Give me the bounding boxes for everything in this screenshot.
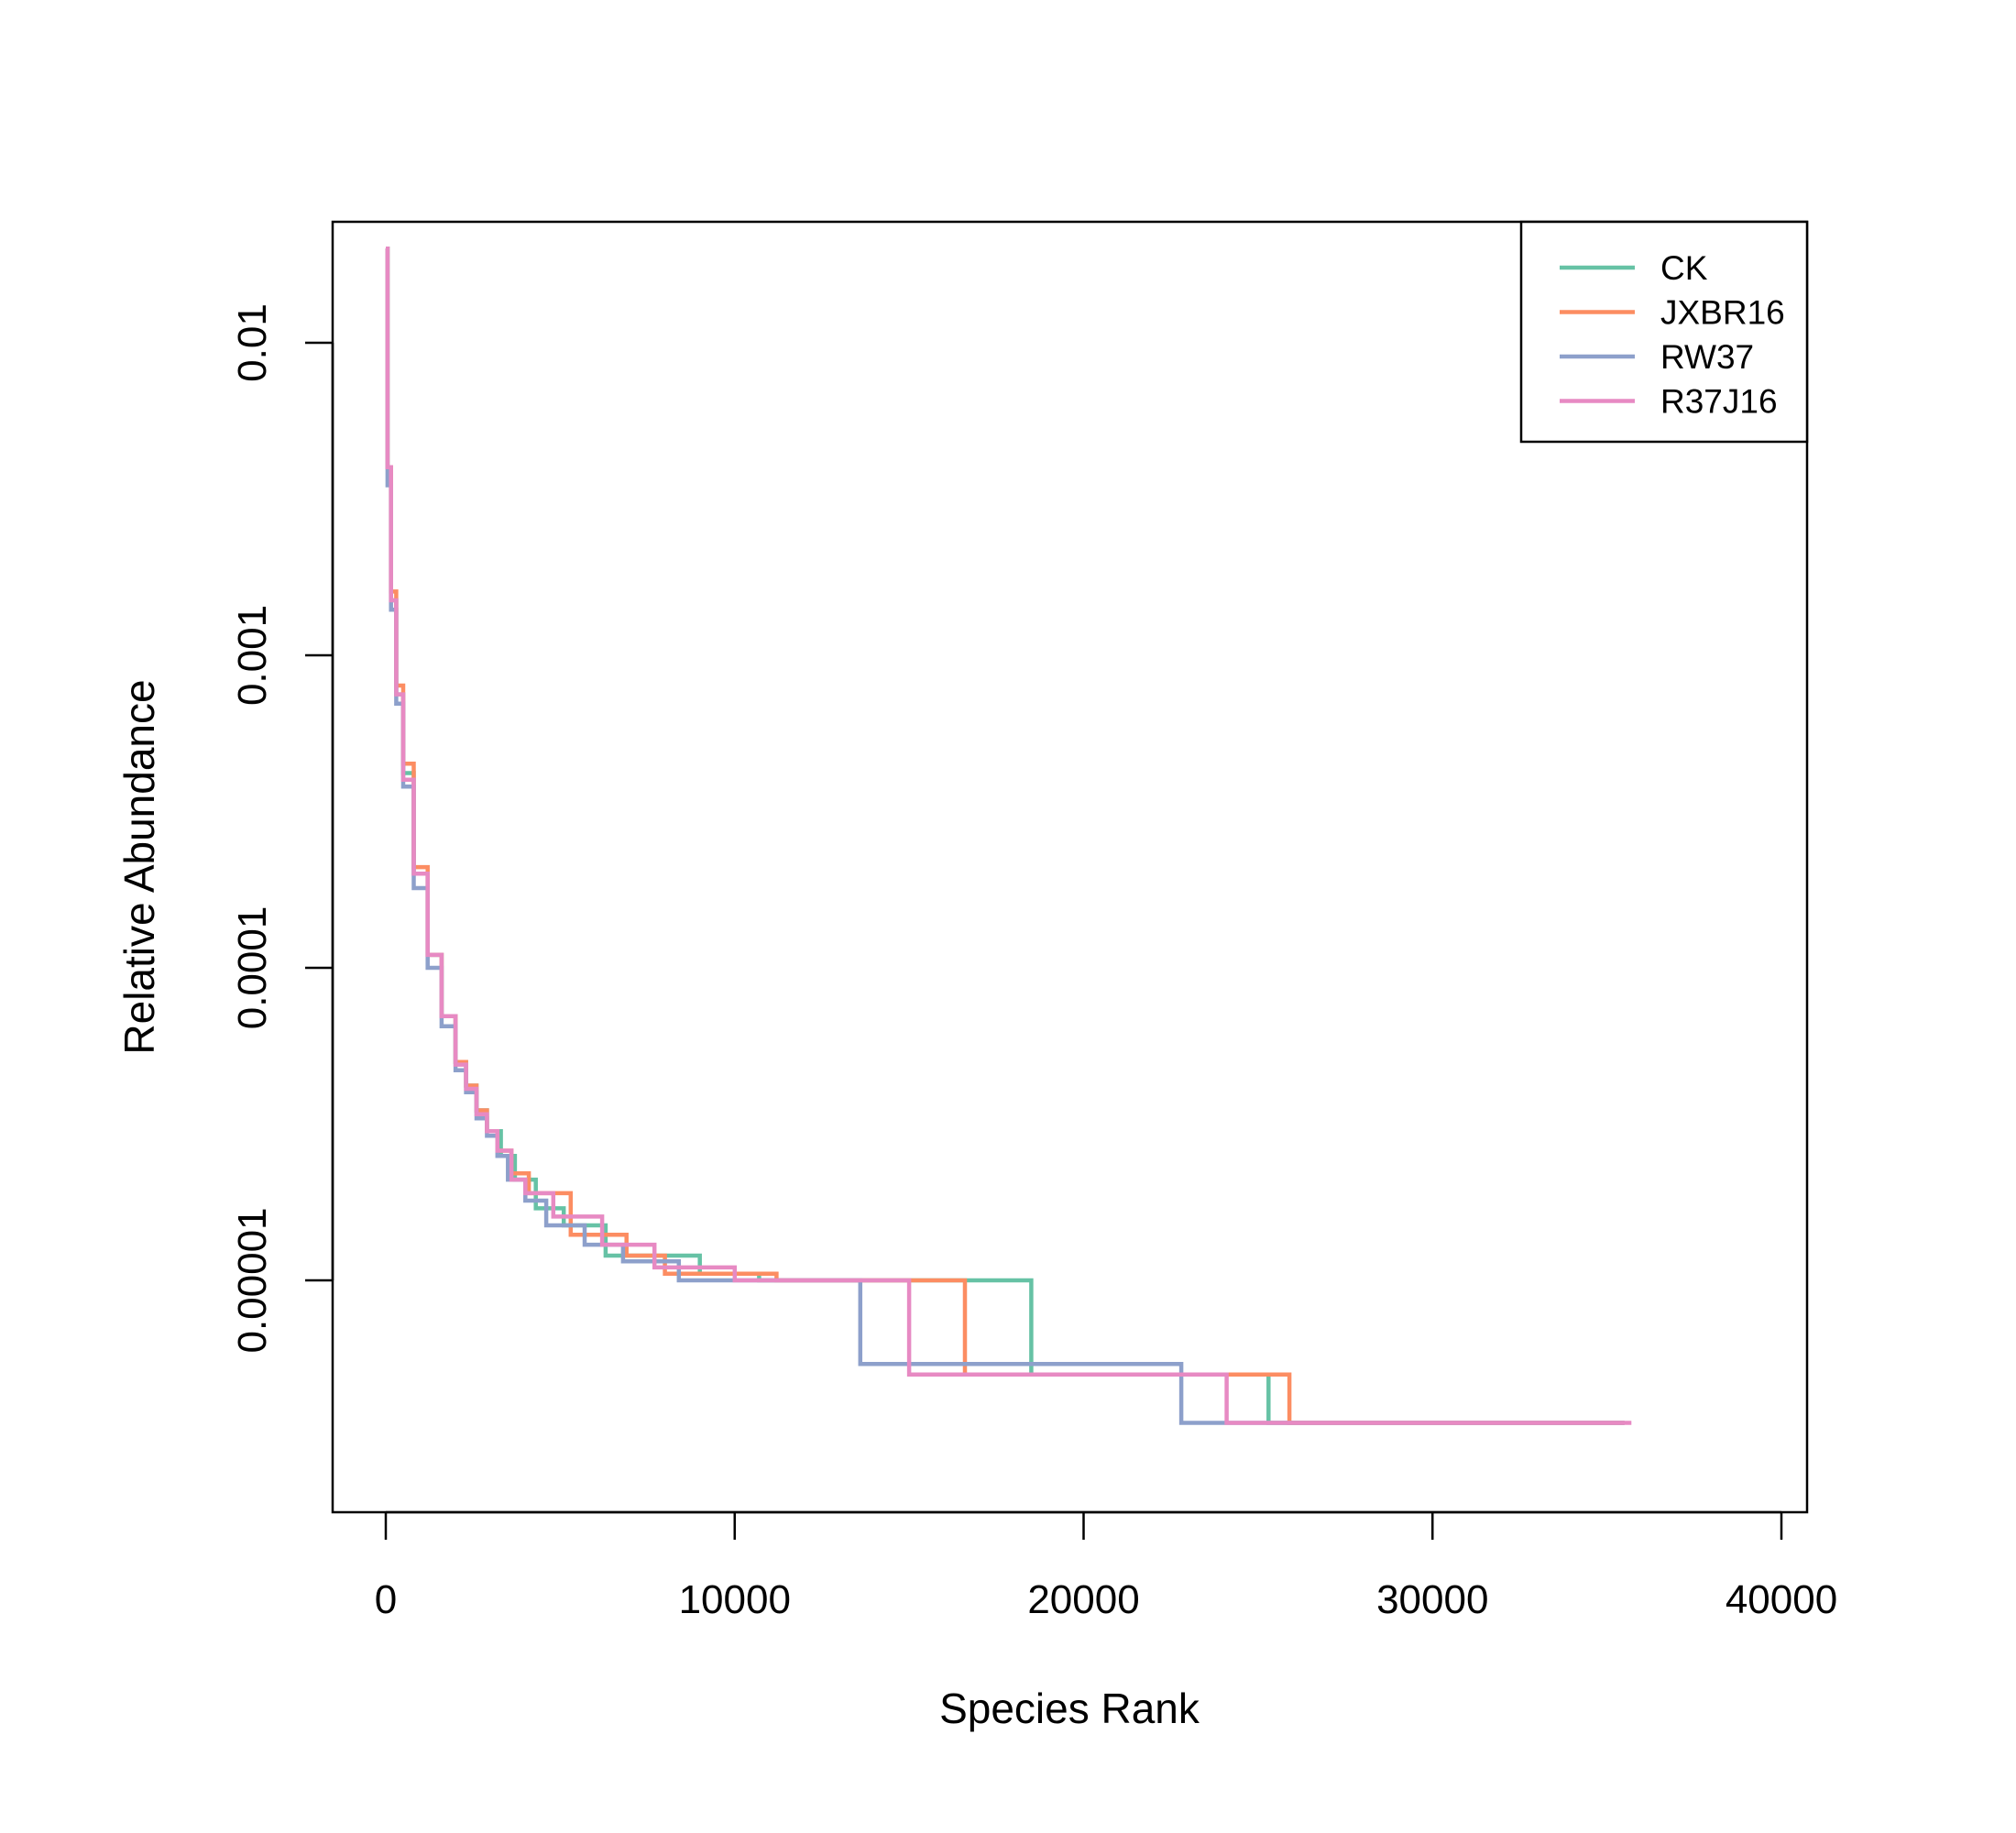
x-tick-label: 30000 (1376, 1577, 1488, 1622)
x-axis-title: Species Rank (939, 1685, 1200, 1732)
legend-label-rw37: RW37 (1660, 338, 1754, 376)
y-axis-title: Relative Abundance (115, 679, 163, 1054)
x-tick-label: 10000 (679, 1577, 791, 1622)
series-line-r37j16 (385, 247, 1632, 1425)
series-line-ck (385, 247, 1625, 1425)
legend-label-jxbr16: JXBR16 (1660, 294, 1785, 332)
y-tick-label: 0.00001 (230, 1207, 275, 1353)
x-tick-label: 20000 (1027, 1577, 1139, 1622)
y-axis: 0.01 0.001 0.0001 0.00001 (230, 303, 334, 1354)
y-tick-label: 0.0001 (230, 906, 275, 1030)
x-tick-label: 40000 (1726, 1577, 1837, 1622)
legend-label-r37j16: R37J16 (1660, 383, 1778, 421)
series-layer (385, 247, 1632, 1425)
y-tick-label: 0.01 (230, 303, 275, 382)
legend-label-ck: CK (1660, 249, 1708, 287)
y-tick-label: 0.001 (230, 605, 275, 706)
legend: CK JXBR16 RW37 R37J16 (1519, 220, 1809, 444)
legend-box (1519, 220, 1809, 444)
series-line-rw37 (385, 247, 1625, 1425)
series-line-jxbr16 (385, 247, 1625, 1425)
x-axis: 0 10000 20000 30000 40000 (375, 1510, 1837, 1622)
x-tick-label: 0 (375, 1577, 397, 1622)
